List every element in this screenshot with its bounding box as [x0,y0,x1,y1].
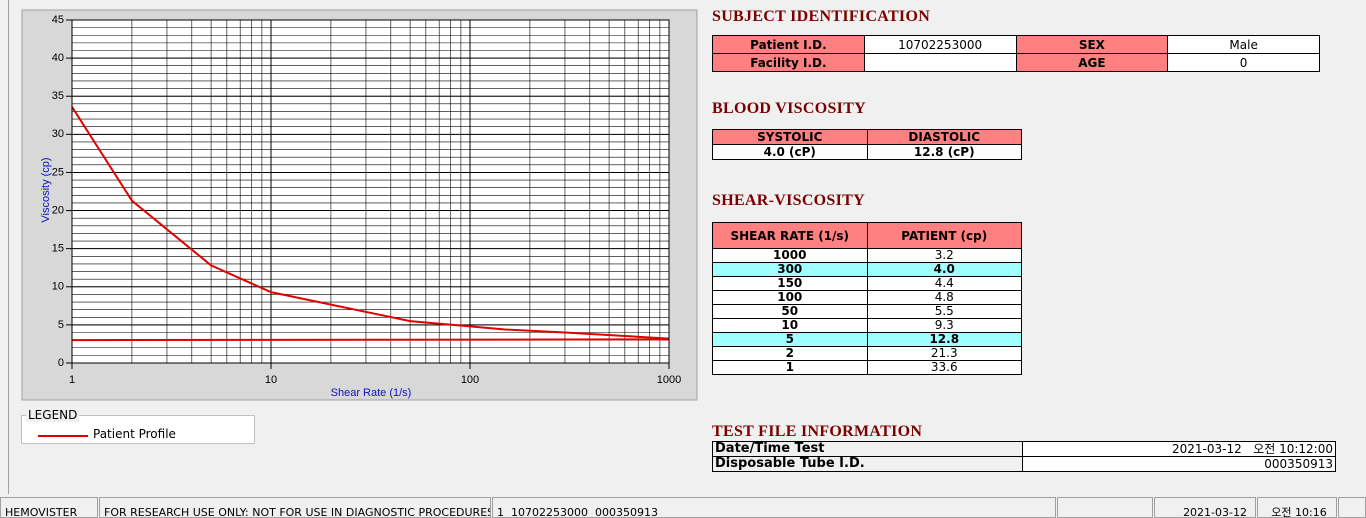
x-axis-label: Shear Rate (1/s) [331,387,412,399]
table-cell: 300 [712,262,868,277]
y-axis-label: Viscosity (cp) [40,157,52,222]
x-tick-label: 1 [69,374,75,386]
table-row: 100 4.8 [712,290,1022,305]
table-cell: 2 [712,346,868,361]
status-cell: 1 10702253000 000350913 [492,497,1056,518]
label: SEX [1015,35,1169,54]
legend-label: Patient Profile [93,427,176,441]
status-cell [1338,497,1366,518]
y-tick-label: 15 [52,243,64,255]
value: 12.8 (cP) [866,144,1022,160]
y-tick-label: 10 [52,281,64,293]
legend: LEGEND Patient Profile [21,408,255,444]
section-title: SHEAR-VISCOSITY [712,192,865,209]
header: SHEAR RATE (1/s) [712,222,868,249]
table-cell: 12.8 [866,332,1022,347]
y-tick-label: 0 [58,357,64,369]
table-cell: 21.3 [866,346,1022,361]
header: PATIENT (cp) [866,222,1022,249]
table-cell: 4.8 [866,290,1022,305]
plot-border [71,19,670,364]
table-row: 2 21.3 [712,346,1022,361]
status-cell [1057,497,1153,518]
table-cell: 4.0 [866,262,1022,277]
section-title: TEST FILE INFORMATION [712,423,923,440]
legend-swatch [38,435,88,437]
value: 2021-03-12 오전 10:12:00 [1022,441,1336,457]
y-tick-label: 30 [52,128,64,140]
table-cell: 33.6 [866,360,1022,375]
table-cell: 9.3 [866,318,1022,333]
y-tick-label: 40 [52,52,64,64]
left-panel [8,0,703,494]
table-cell: 4.4 [866,276,1022,291]
table-cell: 100 [712,290,868,305]
value: 000350913 [1022,456,1336,472]
table-cell: 10 [712,318,868,333]
table-row: 50 5.5 [712,304,1022,319]
value: 10702253000 [863,35,1017,54]
table-row: 150 4.4 [712,276,1022,291]
header: DIASTOLIC [866,129,1022,145]
table-row: 1000 3.2 [712,248,1022,263]
table-cell: 50 [712,304,868,319]
status-cell: 2021-03-12 [1154,497,1256,518]
series-line [71,106,670,340]
table-row: 10 9.3 [712,318,1022,333]
x-tick-label: 10 [265,374,277,386]
status-cell: HEMOVISTER [0,497,98,518]
table-cell: 5.5 [866,304,1022,319]
label: Date/Time Test [712,441,1023,457]
y-tick-label: 25 [52,166,64,178]
subject-table: Patient I.D. 10702253000 SEX Male Facility … [712,35,1320,72]
y-tick-label: 35 [52,90,64,102]
label: Disposable Tube I.D. [712,456,1023,472]
header: SYSTOLIC [712,129,868,145]
legend-title: LEGEND [26,408,80,422]
label: AGE [1015,53,1169,72]
table-row: 1 33.6 [712,360,1022,375]
table-cell: 3.2 [866,248,1022,263]
table-cell: 1 [712,360,868,375]
table-row: 5 12.8 [712,332,1022,347]
table-cell: 1000 [712,248,868,263]
y-tick-label: 5 [58,319,64,331]
x-tick-label: 100 [461,374,479,386]
table-row: 300 4.0 [712,262,1022,277]
test-file-table: Date/Time Test 2021-03-12 오전 10:12:00 Dis… [712,441,1336,472]
series-line [71,338,670,342]
status-cell: 오전 10:16 [1257,497,1337,518]
blood-viscosity-table: SYSTOLIC DIASTOLIC 4.0 (cP) 12.8 (cP) [712,129,1022,160]
status-cell: FOR RESEARCH USE ONLY: NOT FOR USE IN DI… [99,497,491,518]
table-cell: 5 [712,332,868,347]
x-tick-label: 1000 [657,374,681,386]
section-title: SUBJECT IDENTIFICATION [712,8,931,25]
chart: Shear Rate (1/s) Viscosity (cp) 0 5 10 15 20… [21,9,698,401]
plot-area [72,20,669,363]
shear-table: SHEAR RATE (1/s) PATIENT (cp) 1000 3.2 300 4… [712,222,1022,375]
label: Patient I.D. [712,35,865,54]
label: Facility I.D. [712,53,865,72]
value: 4.0 (cP) [712,144,868,160]
value: Male [1167,35,1320,54]
y-tick-label: 45 [52,14,64,26]
table-cell: 150 [712,276,868,291]
y-tick-label: 20 [52,204,64,216]
value [863,53,1017,72]
section-title: BLOOD VISCOSITY [712,100,867,117]
value: 0 [1167,53,1320,72]
